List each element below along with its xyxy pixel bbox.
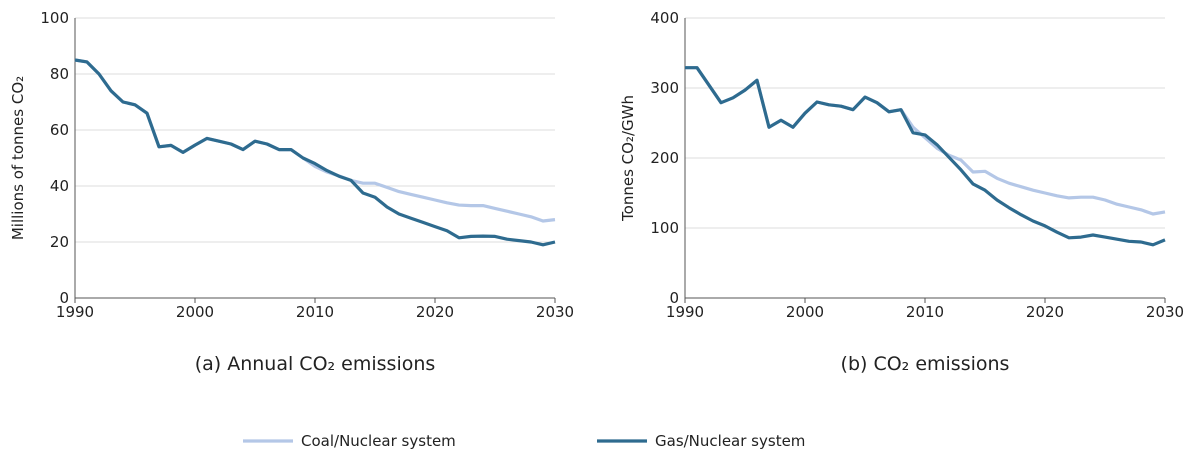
x-tick-label: 2010 — [906, 303, 944, 321]
legend-label: Gas/Nuclear system — [655, 432, 805, 450]
y-axis-label: Millions of tonnes CO₂ — [9, 76, 27, 240]
y-tick-label: 60 — [50, 121, 69, 139]
line-series — [685, 66, 1166, 216]
line-series — [685, 66, 1166, 247]
x-tick-label: 2030 — [536, 303, 574, 321]
y-tick-label: 40 — [50, 177, 69, 195]
x-tick-label: 2000 — [176, 303, 214, 321]
y-tick-label: 0 — [669, 289, 679, 307]
chart-title: (b) CO₂ emissions — [841, 353, 1010, 375]
x-tick-label: 2000 — [786, 303, 824, 321]
y-tick-label: 80 — [50, 65, 69, 83]
x-tick-label: 1990 — [666, 303, 704, 321]
x-tick-label: 2010 — [296, 303, 334, 321]
line-series — [74, 58, 556, 247]
y-tick-label: 20 — [50, 233, 69, 251]
x-tick-label: 2020 — [416, 303, 454, 321]
y-tick-label: 200 — [650, 149, 679, 167]
x-tick-label: 1990 — [56, 303, 94, 321]
y-tick-label: 400 — [650, 9, 679, 27]
x-tick-label: 2030 — [1146, 303, 1184, 321]
y-tick-label: 100 — [650, 219, 679, 237]
x-tick-label: 2020 — [1026, 303, 1064, 321]
chart-title: (a) Annual CO₂ emissions — [195, 353, 436, 375]
y-axis-label: Tonnes CO₂/GWh — [619, 95, 637, 222]
y-tick-label: 100 — [40, 9, 69, 27]
y-tick-label: 300 — [650, 79, 679, 97]
line-series — [74, 58, 556, 223]
legend-label: Coal/Nuclear system — [301, 432, 456, 450]
y-tick-label: 0 — [59, 289, 69, 307]
